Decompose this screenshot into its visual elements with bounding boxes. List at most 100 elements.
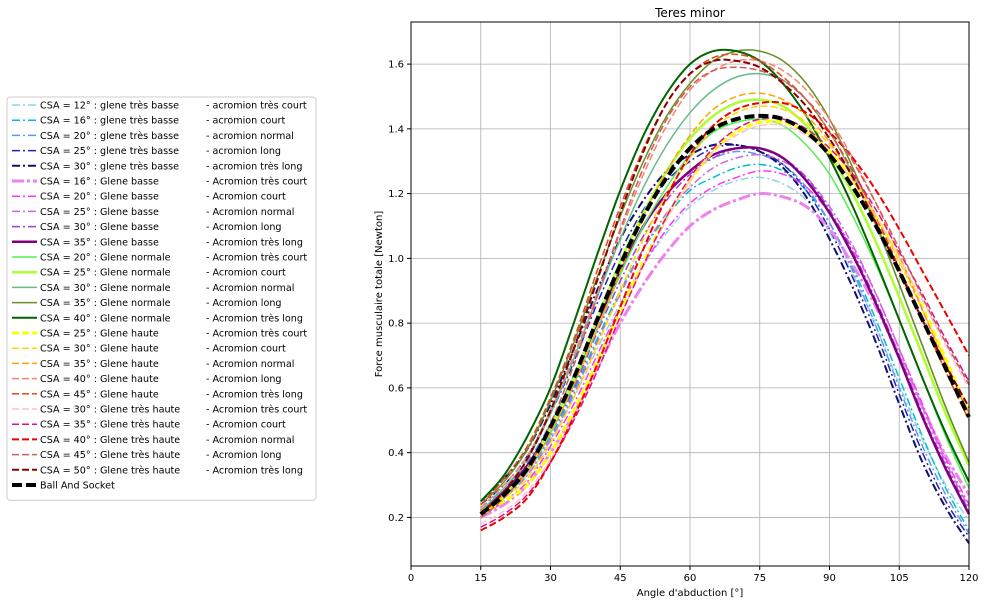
legend-label-part: - Acromion court [206,268,286,279]
y-axis-label: Force musculaire totale [Newton] [374,211,385,378]
legend-label-part: - Acromion très court [206,404,307,416]
x-tick-label: 30 [544,573,557,584]
legend-label: Ball And Socket [40,481,115,492]
legend-label: CSA = 30° : glene très basse - acromion t… [40,160,302,172]
series-line-20 [480,123,970,525]
legend-label-part: - Acromion normal [206,435,294,446]
legend-label-part: CSA = 20° : Glene basse [40,192,159,203]
legend-label-part: - Acromion très long [206,312,303,324]
x-tick-label: 0 [408,573,414,584]
x-tick-label: 105 [890,573,909,584]
y-tick-label: 0.2 [388,513,404,524]
legend-label: CSA = 20° : glene très basse - acromion n… [40,130,294,142]
legend-label-part: CSA = 25° : Glene basse [40,207,159,218]
legend-label: CSA = 20° : Glene basse - Acromion court [40,192,286,203]
series-line-25 [479,113,971,516]
legend-label-part: - Acromion court [206,344,286,355]
legend-label-part: - Acromion très court [206,252,307,264]
legend-label-part: CSA = 50° : Glene très haute [40,464,180,476]
legend-label-part: CSA = 16° : glene très basse [40,115,179,127]
x-tick-label: 45 [614,573,627,584]
legend-label-part: - acromion court [206,116,285,127]
y-tick-label: 0.8 [388,319,404,330]
legend-label: CSA = 35° : Glene très haute - Acromion c… [40,419,286,431]
legend-label-part: CSA = 25° : glene très basse [40,145,179,157]
legend-label-part: CSA = 40° : Glene très haute [40,434,180,446]
legend-label: CSA = 40° : Glene haute - Acromion long [40,374,282,385]
legend-label-part: CSA = 30° : Glene haute [40,344,159,355]
legend-label-part: CSA = 30° : Glene très haute [40,404,180,416]
legend-label-part: - Acromion normal [206,359,294,370]
legend-label-part: - Acromion normal [206,207,294,218]
legend-label-part: CSA = 40° : Glene haute [40,374,159,385]
y-tick-label: 0.6 [388,383,404,394]
legend-label: CSA = 45° : Glene haute - Acromion très l… [40,388,303,400]
x-tick-label: 60 [684,573,697,584]
legend-label-part: - Acromion court [206,420,286,431]
legend-label-part: - Acromion très court [206,328,307,340]
legend-label: CSA = 16° : glene très basse - acromion c… [40,115,285,127]
legend-label: CSA = 35° : Glene haute - Acromion normal [40,359,294,370]
series-line-11 [479,98,971,516]
legend-label: CSA = 20° : Glene normale - Acromion très… [40,252,307,264]
legend-label-part: CSA = 20° : glene très basse [40,130,179,142]
series-line-21 [480,117,970,528]
legend-label-part: CSA = 20° : Glene normale [40,253,171,264]
grid-layer [410,22,970,566]
y-tick-label: 0.4 [388,448,404,459]
legend-label-part: - Acromion long [206,298,282,309]
legend-label-part: - Acromion très long [206,388,303,400]
legend-label-part: CSA = 30° : Glene normale [40,283,171,294]
legend-label-part: CSA = 45° : Glene très haute [40,449,180,461]
legend-label-part: - acromion très long [206,160,302,172]
legend-label-part: - Acromion très long [206,464,303,476]
legend-label-part: CSA = 30° : Glene basse [40,222,159,233]
x-tick-label: 15 [474,573,487,584]
series-line-2 [480,150,970,534]
legend-label: CSA = 35° : Glene normale - Acromion long [40,298,282,309]
series-line-22 [480,100,970,532]
legend-label: CSA = 25° : Glene basse - Acromion normal [40,207,294,218]
legend-box [6,96,317,501]
legend-label-part: CSA = 40° : Glene normale [40,313,171,324]
legend-label-part: - Acromion long [206,450,282,461]
series-line-0 [480,176,970,522]
legend-label: CSA = 40° : Glene normale - Acromion très… [40,312,303,324]
series-line-1 [480,163,970,531]
legend: CSA = 12° : glene très basse - acromion t… [6,96,317,501]
series-line-19 [480,53,970,505]
series-line-8 [480,146,970,515]
legend-label-part: - Acromion court [206,192,286,203]
legend-label: CSA = 40° : Glene très haute - Acromion n… [40,434,294,446]
y-tick-label: 1.6 [388,60,404,71]
legend-label-part: CSA = 25° : Glene normale [40,268,171,279]
legend-label: CSA = 45° : Glene très haute - Acromion l… [40,449,282,461]
legend-label: CSA = 30° : Glene haute - Acromion court [40,344,286,355]
y-tick-label: 1.4 [388,124,404,135]
series-line-7 [480,153,970,515]
tick-layer: 0 15 30 45 60 75 90 105 120 0.2 0.4 0.6 0.8 1.0 1.2 1.4… [388,60,978,584]
series-line-4 [480,143,970,544]
y-tick-label: 1.0 [388,254,404,265]
series-line-9 [479,146,971,515]
legend-label: CSA = 16° : Glene basse - Acromion très c… [40,176,307,188]
series-line-14 [480,48,970,502]
series-layer [479,48,971,544]
y-tick-label: 1.2 [388,189,404,200]
legend-label-part: CSA = 35° : Glene basse [40,237,159,248]
legend-label-part: CSA = 30° : glene très basse [40,160,179,172]
legend-label: CSA = 30° : Glene très haute - Acromion t… [40,404,307,416]
legend-label-part: - Acromion normal [206,283,294,294]
series-line-23 [480,66,970,518]
legend-label-part: CSA = 45° : Glene haute [40,389,159,400]
legend-label-part: - acromion très court [206,100,307,112]
x-tick-label: 90 [823,573,836,584]
legend-label-part: CSA = 12° : glene très basse [40,100,179,112]
legend-label: CSA = 25° : Glene normale - Acromion cour… [40,268,286,279]
legend-label-part: - acromion long [206,146,281,157]
legend-label-part: - Acromion long [206,374,282,385]
legend-label-part: - Acromion très long [206,236,303,248]
series-line-15 [480,119,971,516]
legend-label: CSA = 25° : glene très basse - acromion l… [40,145,281,157]
